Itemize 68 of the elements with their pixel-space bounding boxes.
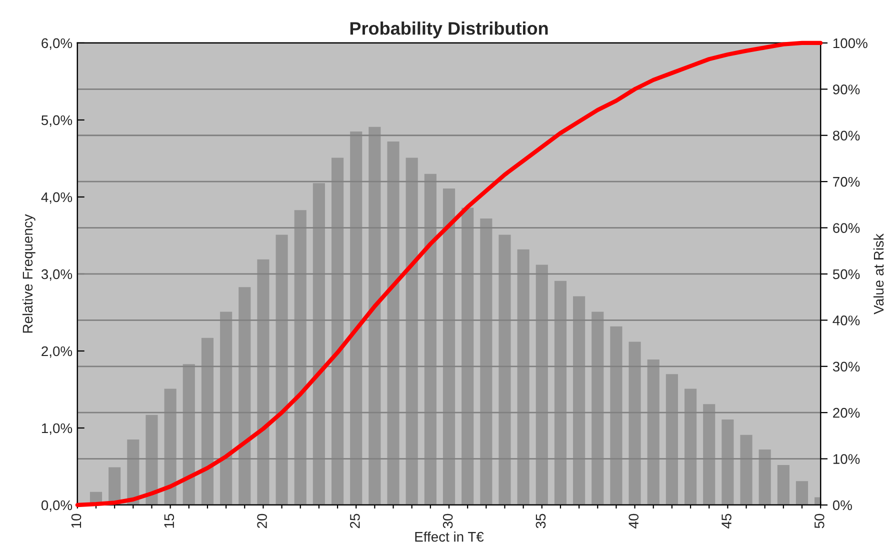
- y2-tick-label: 80%: [832, 130, 860, 141]
- y2-tick-label: 0%: [832, 500, 852, 510]
- x-axis-title: Effect in T€: [415, 532, 484, 542]
- bar: [536, 264, 548, 505]
- bar: [127, 440, 140, 505]
- y-tick-label: 5,0%: [41, 115, 72, 127]
- bar: [164, 388, 176, 505]
- bar: [442, 188, 456, 505]
- x-tick-label: 25: [350, 514, 360, 528]
- bar: [350, 132, 362, 505]
- bar: [610, 326, 622, 505]
- bar: [740, 434, 752, 505]
- y2-tick-label: 40%: [832, 316, 860, 326]
- bar: [666, 374, 678, 505]
- bar: [201, 338, 214, 505]
- x-tick-label: 20: [257, 514, 267, 528]
- y-tick-label: 4,0%: [41, 192, 72, 204]
- bar: [424, 174, 436, 505]
- y2-tick-label: 30%: [832, 362, 860, 372]
- bar: [777, 464, 790, 505]
- x-tick-label: 30: [442, 514, 453, 528]
- y-tick-label: 6,0%: [42, 38, 72, 50]
- bar: [331, 158, 344, 505]
- bar: [722, 420, 734, 505]
- bar: [647, 359, 660, 505]
- bar: [592, 312, 604, 505]
- y2-tick-label: 20%: [833, 408, 860, 418]
- x-tick-label: 15: [164, 514, 174, 528]
- y2-tick-label: 100%: [833, 38, 868, 48]
- x-tick-label: 40: [628, 514, 639, 528]
- bar: [406, 158, 418, 505]
- bar: [703, 404, 716, 505]
- bar: [498, 234, 511, 505]
- bar: [312, 183, 325, 505]
- bar: [628, 342, 641, 505]
- bar: [182, 364, 195, 505]
- y-tick-label: 1,0%: [42, 423, 72, 435]
- bar: [257, 259, 270, 505]
- bar: [276, 234, 288, 505]
- bar: [220, 312, 232, 505]
- bar: [238, 287, 251, 505]
- bar: [573, 296, 586, 505]
- y2-tick-label: 60%: [833, 223, 860, 233]
- y-tick-label: 0,0%: [41, 500, 72, 512]
- y2-tick-label: 90%: [833, 84, 860, 94]
- bar: [462, 208, 474, 505]
- bar: [554, 280, 567, 505]
- bar: [517, 249, 530, 505]
- y-axis-title: Relative Frequency: [22, 214, 36, 333]
- bar: [294, 210, 306, 505]
- bar: [387, 142, 400, 505]
- chart-title: Probability Distribution: [350, 22, 548, 38]
- y2-tick-label: 50%: [832, 269, 860, 280]
- y-tick-label: 2,0%: [42, 346, 72, 358]
- y2-tick-label: 10%: [833, 454, 860, 464]
- bar: [796, 481, 808, 505]
- x-tick-label: 35: [536, 514, 546, 528]
- y2-tick-label: 70%: [833, 176, 860, 187]
- bar: [758, 450, 771, 505]
- bar: [480, 218, 492, 505]
- y2-axis-title: Value at Risk: [873, 234, 884, 314]
- bar: [684, 388, 697, 505]
- bar: [146, 414, 158, 505]
- y-tick-label: 3,0%: [41, 269, 72, 281]
- bar: [368, 126, 381, 505]
- x-tick-label: 10: [71, 514, 82, 528]
- x-tick-label: 50: [814, 514, 824, 528]
- x-tick-label: 45: [722, 514, 732, 528]
